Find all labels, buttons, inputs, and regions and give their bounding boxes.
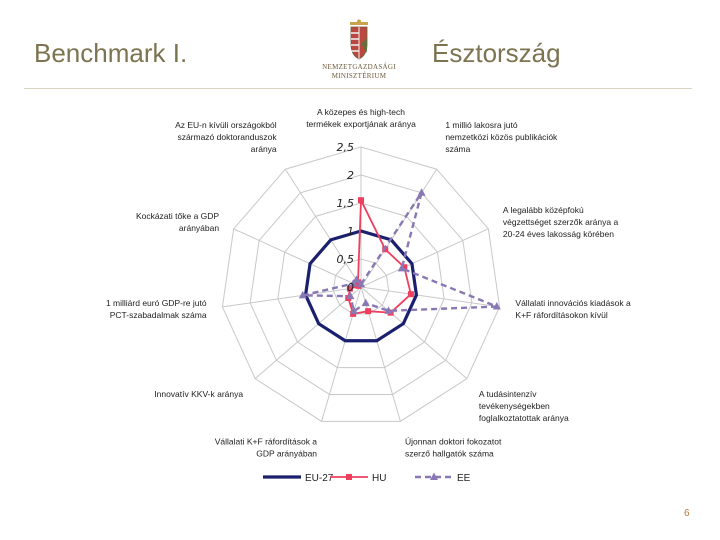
grid-spoke [284,168,362,288]
category-label: 1 milliárd euró GDP-re jutó PCT-szabadalm… [106,298,207,320]
category-label-line: Az EU-n kívüli országokból [175,120,277,130]
category-label-line: Kockázati tőke a GDP [136,211,219,221]
category-label-line: GDP arányában [256,449,317,459]
category-label-line: PCT-szabadalmak száma [110,310,207,320]
grid-ring [277,202,445,369]
grid-spoke [254,286,362,380]
category-label-line: nemzetközi közös publikációk [445,132,558,142]
category-label-line: A közepes és high-tech [317,107,405,117]
category-label-line: aránya [251,144,277,154]
chart-ticks: 0 0,5 1 1,5 2 2,5 [337,141,355,294]
point-ee [349,306,358,315]
legend-label-eu-27: EU-27 [305,473,334,484]
grid-spoke [360,286,401,422]
logo-line2: MINISZTÉRIUM [332,72,387,80]
tick-label: 0 [347,281,354,294]
category-label-line: arányában [179,223,219,233]
category-label: Vállalati K+F ráfordítások a GDP arányába… [215,437,318,459]
chart-series [298,188,501,343]
point-ee [346,291,355,300]
chart-legend: EU-27 HU EE [263,472,471,484]
category-label-line: Újonnan doktori fokozatot [405,437,502,447]
category-label: Innovatív KKV-k aránya [154,389,243,399]
point-ee [357,279,365,288]
point-ee [384,306,393,314]
tick-label: 2,5 [337,141,355,154]
category-label-line: Innovatív KKV-k aránya [154,389,243,399]
category-label-line: száma [445,144,470,154]
grid-ring [332,258,390,315]
category-label: 1 millió lakosra jutó nemzetközi közös pu… [445,120,558,154]
category-label-line: 20-24 éves lakosság körében [503,229,614,239]
grid-ring [249,174,473,395]
grid-spoke [360,228,489,288]
category-label-line: Vállalati innovációs kiadások a [515,298,631,308]
category-label: A legalább középfokú végzettséget szerzők… [503,205,619,239]
point-hu [358,197,364,204]
category-label-line: termékek exportjának aránya [306,119,416,129]
grid-spoke [321,286,362,422]
title-divider [24,88,692,89]
ministry-logo: NEMZETGAZDASÁGI MINISZTÉRIUM [322,19,396,80]
legend-label-ee: EE [457,473,471,484]
tick-label: 1 [347,225,354,238]
category-label-line: K+F ráfordításokon kívül [515,310,607,320]
category-label: Vállalati innovációs kiadások a K+F ráfor… [515,298,631,320]
coat-of-arms-icon [350,19,368,60]
category-label-line: A tudásintenzív [479,389,537,399]
point-hu [365,308,372,315]
tick-label: 1,5 [337,197,355,210]
grid-spoke [233,228,362,288]
category-label-line: foglalkoztatottak aránya [479,413,569,423]
point-hu [346,285,353,292]
point-ee [492,302,501,310]
grid-spoke [360,168,438,288]
chart-category-labels: A közepes és high-tech termékek exportján… [106,107,631,459]
point-hu [401,264,408,271]
grid-spoke [360,286,468,380]
category-label-line: Vállalati K+F ráfordítások a [215,437,318,447]
series-line-eu-27 [303,229,419,343]
category-label: A közepes és high-tech termékek exportján… [306,107,416,129]
category-label: Újonnan doktori fokozatot szerző hallgató… [405,437,502,459]
logo-line1: NEMZETGAZDASÁGI [322,63,396,71]
category-label-line: A legalább középfokú [503,205,584,215]
point-hu [407,291,414,298]
page-title: Benchmark I. [34,38,188,68]
category-label-line: tevékenységekben [479,401,550,411]
point-ee [298,290,307,299]
category-label: Kockázati tőke a GDP arányában [136,211,219,233]
point-ee [417,188,426,196]
grid-ring [221,146,501,422]
category-label-line: 1 millió lakosra jutó [445,120,518,130]
legend-marker-ee [430,472,438,480]
page-subtitle: Észtország [432,38,561,68]
category-label-line: származó doktoranduszok [177,132,277,142]
category-label: Az EU-n kívüli országokból származó dokto… [175,120,277,154]
category-label-line: végzettséget szerzők aránya a [503,217,619,227]
category-label-line: szerző hallgatók száma [405,449,494,459]
point-ee [352,275,361,283]
legend-label-hu: HU [372,473,386,484]
point-ee [361,298,370,307]
category-label: A tudásintenzív tevékenységekben foglalkoz… [479,389,569,423]
grid-spoke [222,286,362,308]
page-number: 6 [684,508,690,519]
category-label-line: 1 milliárd euró GDP-re jutó [106,298,207,308]
tick-label: 2 [347,169,354,182]
tick-label: 0,5 [337,253,355,266]
legend-marker-hu [346,474,352,480]
grid-spoke [360,286,500,308]
point-ee [397,263,406,272]
